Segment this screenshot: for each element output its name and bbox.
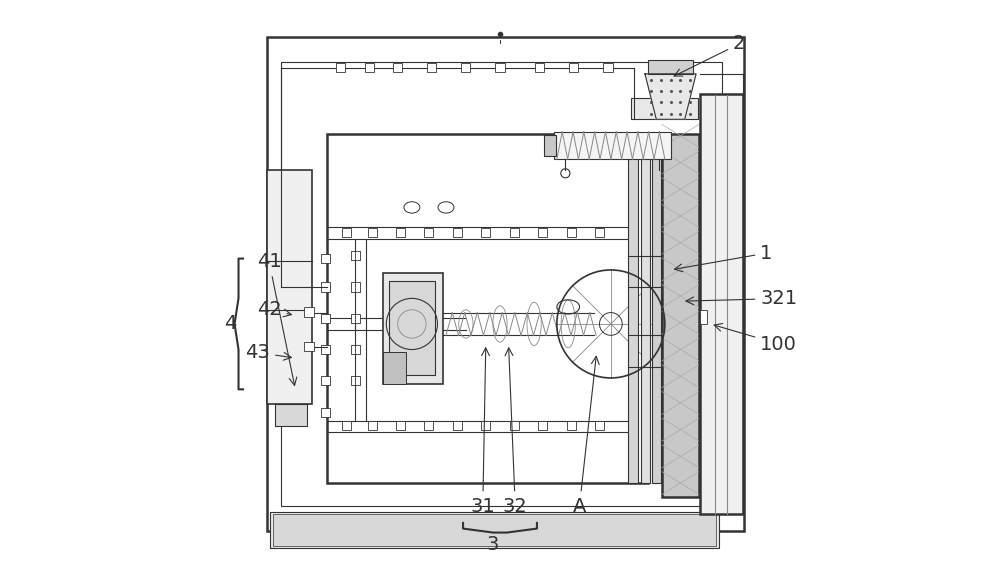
Bar — [351, 282, 360, 292]
Bar — [424, 228, 433, 237]
Bar — [273, 514, 716, 546]
Bar — [427, 63, 436, 72]
Bar — [304, 342, 314, 351]
Text: 3: 3 — [487, 535, 499, 554]
Bar — [396, 421, 405, 430]
Bar — [321, 282, 330, 292]
Bar — [321, 254, 330, 263]
Bar — [351, 345, 360, 354]
Bar — [631, 98, 698, 119]
Bar — [383, 352, 406, 383]
Bar — [554, 132, 671, 159]
Bar — [700, 94, 743, 514]
Bar — [538, 421, 547, 430]
Text: 100: 100 — [714, 324, 797, 354]
Text: 4: 4 — [224, 315, 236, 333]
Bar — [652, 134, 661, 483]
Bar — [368, 421, 377, 430]
Bar — [481, 421, 490, 430]
Bar — [538, 228, 547, 237]
Bar — [510, 421, 519, 430]
Bar — [351, 376, 360, 385]
Bar — [481, 228, 490, 237]
Bar — [424, 421, 433, 430]
Bar — [304, 308, 314, 316]
Bar — [368, 228, 377, 237]
Bar — [603, 63, 613, 72]
Bar — [495, 63, 505, 72]
Bar — [396, 228, 405, 237]
Text: 321: 321 — [686, 289, 797, 308]
Bar — [453, 228, 462, 237]
Bar — [321, 376, 330, 385]
Bar — [321, 314, 330, 323]
Bar — [700, 310, 707, 324]
Bar — [351, 251, 360, 260]
Bar — [648, 60, 693, 74]
Bar — [351, 314, 360, 323]
Bar — [535, 63, 544, 72]
Bar — [595, 228, 604, 237]
Bar — [321, 408, 330, 417]
Bar — [336, 63, 345, 72]
Bar — [281, 63, 722, 506]
Bar — [393, 63, 402, 72]
Bar — [270, 511, 719, 549]
Bar — [267, 170, 312, 404]
Bar — [510, 228, 519, 237]
Bar — [389, 281, 435, 375]
Bar — [275, 404, 307, 426]
Polygon shape — [645, 74, 696, 119]
Bar — [662, 134, 699, 497]
Bar — [461, 63, 470, 72]
Bar — [628, 134, 638, 483]
Bar — [453, 421, 462, 430]
Bar — [569, 63, 578, 72]
Bar — [267, 37, 744, 532]
Bar — [567, 228, 576, 237]
Text: 32: 32 — [503, 348, 528, 515]
Bar — [544, 135, 556, 156]
Text: 1: 1 — [674, 243, 773, 272]
Bar — [321, 345, 330, 354]
Bar — [595, 421, 604, 430]
Text: A: A — [573, 356, 599, 515]
Text: 31: 31 — [470, 348, 495, 515]
Bar — [342, 421, 351, 430]
Bar — [567, 421, 576, 430]
Bar — [327, 134, 648, 483]
Text: 43: 43 — [245, 343, 291, 362]
Bar — [383, 273, 443, 383]
Bar — [641, 134, 650, 483]
Text: 2: 2 — [674, 34, 745, 76]
Text: 41: 41 — [257, 252, 297, 385]
Text: 42: 42 — [257, 300, 291, 319]
Bar — [342, 228, 351, 237]
Bar — [365, 63, 374, 72]
